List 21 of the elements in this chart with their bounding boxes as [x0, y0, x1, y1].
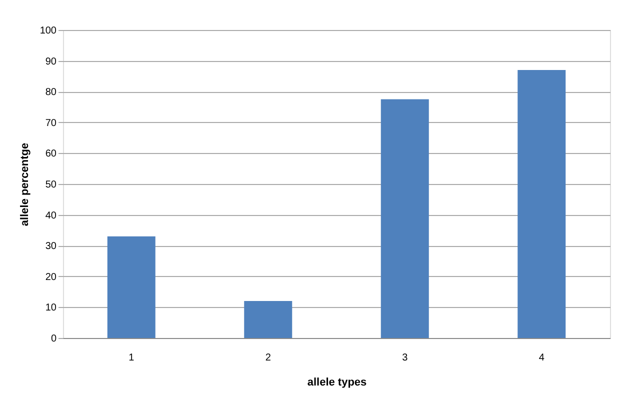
y-tick-label: 80 [45, 87, 57, 98]
x-tick-label: 3 [402, 352, 408, 364]
y-axis-title: allele percentge [18, 142, 31, 226]
y-tick-label: 0 [50, 334, 57, 344]
y-tick-label: 40 [45, 210, 57, 222]
bar [380, 99, 429, 338]
y-tick-label: 70 [45, 118, 57, 129]
y-tick-label: 100 [40, 26, 57, 36]
y-tick-label: 10 [45, 302, 57, 314]
bar [244, 301, 292, 338]
x-axis-title: allele types [307, 376, 367, 388]
y-tick-label: 50 [45, 180, 57, 190]
y-tick-label: 20 [45, 272, 57, 283]
x-tick-label: 2 [265, 352, 272, 364]
x-tick-label: 1 [128, 352, 135, 364]
y-tick-label: 30 [45, 241, 57, 252]
bar [107, 236, 156, 338]
y-tick-label: 60 [45, 148, 57, 160]
y-tick-label: 90 [45, 56, 57, 68]
x-tick-label: 4 [538, 352, 545, 364]
bar [518, 70, 566, 338]
